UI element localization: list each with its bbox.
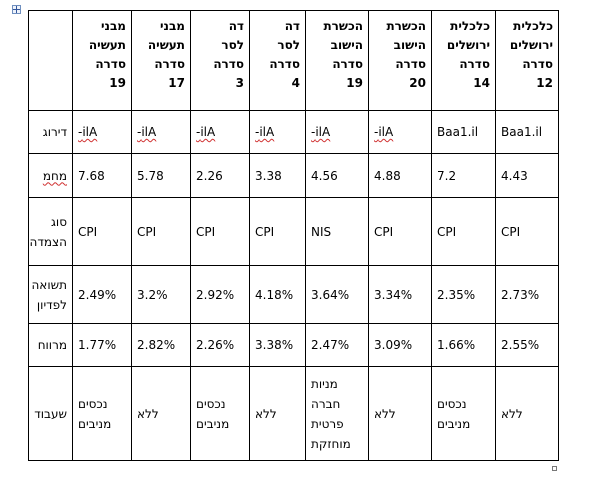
table-cell[interactable]: ללא [495,366,559,461]
table-cell[interactable]: 2.82% [131,323,191,367]
table-cell[interactable]: נכסים מניבים [431,366,496,461]
bond-comparison-table: כלכלית ירושלים סדרה 12 כלכלית ירושלים סד… [28,10,559,461]
table-cell[interactable]: ilA- [190,110,250,154]
table-cell[interactable]: נכסים מניבים [72,366,132,461]
table-cell[interactable]: 3.38% [249,323,306,367]
table-cell[interactable]: מניות חברה פרטית מוחזקת [305,366,369,461]
table-cell[interactable]: NIS [305,197,369,266]
table-cell[interactable]: CPI [131,197,191,266]
row-label-pledge[interactable]: שעבוד [28,366,73,461]
table-cell[interactable]: CPI [190,197,250,266]
header-cell[interactable]: דה לסר סדרה 4 [249,10,306,111]
table-row-rating: Baa1.il Baa1.il ilA- ilA- ilA- ilA- ilA-… [28,110,559,154]
table-row-spread: 2.55% 1.66% 3.09% 2.47% 3.38% 2.26% 2.82… [28,323,559,367]
table-cell[interactable]: ilA- [249,110,306,154]
table-cell[interactable]: 2.35% [431,265,496,324]
header-cell[interactable]: מבני תעשיה סדרה 17 [131,10,191,111]
table-cell[interactable]: CPI [72,197,132,266]
rating-value: ilA- [311,125,331,139]
table-cell[interactable]: 4.43 [495,153,559,198]
corner-cell[interactable] [28,10,73,111]
table-row-pledge: ללא נכסים מניבים ללא מניות חברה פרטית מו… [28,366,559,461]
header-cell[interactable]: כלכלית ירושלים סדרה 14 [431,10,496,111]
table-cell[interactable]: 3.38 [249,153,306,198]
header-cell[interactable]: כלכלית ירושלים סדרה 12 [495,10,559,111]
table-row-linkage: CPI CPI CPI NIS CPI CPI CPI CPI סוג הצמד… [28,197,559,266]
table-cell[interactable]: CPI [249,197,306,266]
table-cell[interactable]: Baa1.il [431,110,496,154]
row-label-rating[interactable]: דירוג [28,110,73,154]
rating-value: ilA- [374,125,394,139]
table-cell[interactable]: נכסים מניבים [190,366,250,461]
table-cell[interactable]: 3.64% [305,265,369,324]
table-cell[interactable]: ללא [131,366,191,461]
table-cell[interactable]: ללא [249,366,306,461]
header-cell[interactable]: מבני תעשיה סדרה 19 [72,10,132,111]
row-label-duration[interactable]: מחמ [28,153,73,198]
table-cell[interactable]: Baa1.il [495,110,559,154]
table-cell[interactable]: 3.2% [131,265,191,324]
table-row-yield: 2.73% 2.35% 3.34% 3.64% 4.18% 2.92% 3.2%… [28,265,559,324]
table-cell[interactable]: ilA- [72,110,132,154]
rating-value: ilA- [196,125,216,139]
table-cell[interactable]: ilA- [305,110,369,154]
table-cell[interactable]: 4.18% [249,265,306,324]
table-cell[interactable]: 2.26% [190,323,250,367]
table-cell[interactable]: 3.34% [368,265,432,324]
header-cell[interactable]: דה לסר סדרה 3 [190,10,250,111]
table-cell[interactable]: 2.73% [495,265,559,324]
row-label-spread[interactable]: מרווח [28,323,73,367]
table-cell[interactable]: ללא [368,366,432,461]
table-cell[interactable]: 4.88 [368,153,432,198]
header-row: כלכלית ירושלים סדרה 12 כלכלית ירושלים סד… [28,10,559,111]
row-label-linkage[interactable]: סוג הצמדה [28,197,73,266]
row-label-text: מחמ [42,168,67,183]
table-cell[interactable]: 2.55% [495,323,559,367]
table-cell[interactable]: ilA- [368,110,432,154]
table-cell[interactable]: 5.78 [131,153,191,198]
table-cell[interactable]: 2.26 [190,153,250,198]
table-cell[interactable]: CPI [368,197,432,266]
header-cell[interactable]: הכשרת הישוב סדרה 19 [305,10,369,111]
table-cell[interactable]: CPI [495,197,559,266]
table-resize-handle[interactable] [552,466,557,471]
table-cell[interactable]: 2.49% [72,265,132,324]
table-row-duration: 4.43 7.2 4.88 4.56 3.38 2.26 5.78 7.68 מ… [28,153,559,198]
table-cell[interactable]: 2.47% [305,323,369,367]
table-cell[interactable]: 7.68 [72,153,132,198]
table-cell[interactable]: 3.09% [368,323,432,367]
table-cell[interactable]: CPI [431,197,496,266]
header-cell[interactable]: הכשרת הישוב סדרה 20 [368,10,432,111]
row-label-yield[interactable]: תשואה לפדיון [28,265,73,324]
table-cell[interactable]: 2.92% [190,265,250,324]
table-cell[interactable]: 4.56 [305,153,369,198]
rating-value: ilA- [78,125,98,139]
table-cell[interactable]: 1.77% [72,323,132,367]
table-cell[interactable]: 7.2 [431,153,496,198]
rating-value: ilA- [255,125,275,139]
table-cell[interactable]: ilA- [131,110,191,154]
table-move-handle-icon[interactable] [12,5,21,14]
table-cell[interactable]: 1.66% [431,323,496,367]
rating-value: ilA- [137,125,157,139]
